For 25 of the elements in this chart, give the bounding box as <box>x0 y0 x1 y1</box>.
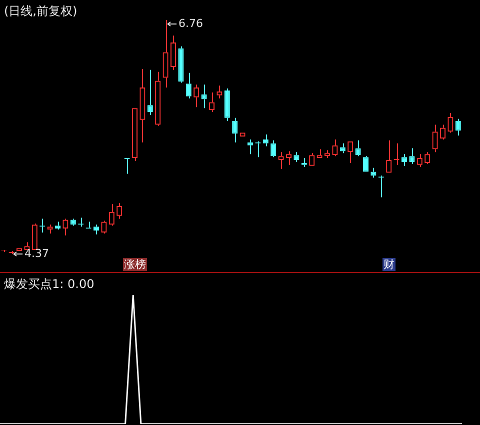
chart-title: 爆发买点1: 0.00 <box>4 276 94 293</box>
candlestick <box>362 156 369 172</box>
annotation: 4.37 <box>24 246 50 260</box>
candlestick <box>294 152 300 162</box>
text: 涨榜 <box>122 258 147 271</box>
annotation: 6.76 <box>178 16 204 30</box>
candlestick <box>186 72 192 99</box>
candlestick <box>262 134 268 147</box>
candlestick <box>355 140 361 157</box>
candlestick <box>224 88 230 122</box>
candlestick <box>247 138 254 155</box>
candlestick <box>394 142 400 166</box>
candlestick <box>409 148 415 164</box>
candlestick <box>270 140 276 158</box>
candlestick <box>93 224 100 235</box>
candlestick <box>178 46 184 84</box>
text: 财 <box>382 258 396 271</box>
candlestick <box>54 221 61 230</box>
candlestick <box>147 69 153 116</box>
candlestick <box>455 118 461 136</box>
candlestick <box>232 117 238 143</box>
candlestick <box>8 250 14 254</box>
chart-title: (日线,前复权) <box>4 3 78 20</box>
candlestick <box>124 158 130 174</box>
candlestick <box>201 84 207 109</box>
